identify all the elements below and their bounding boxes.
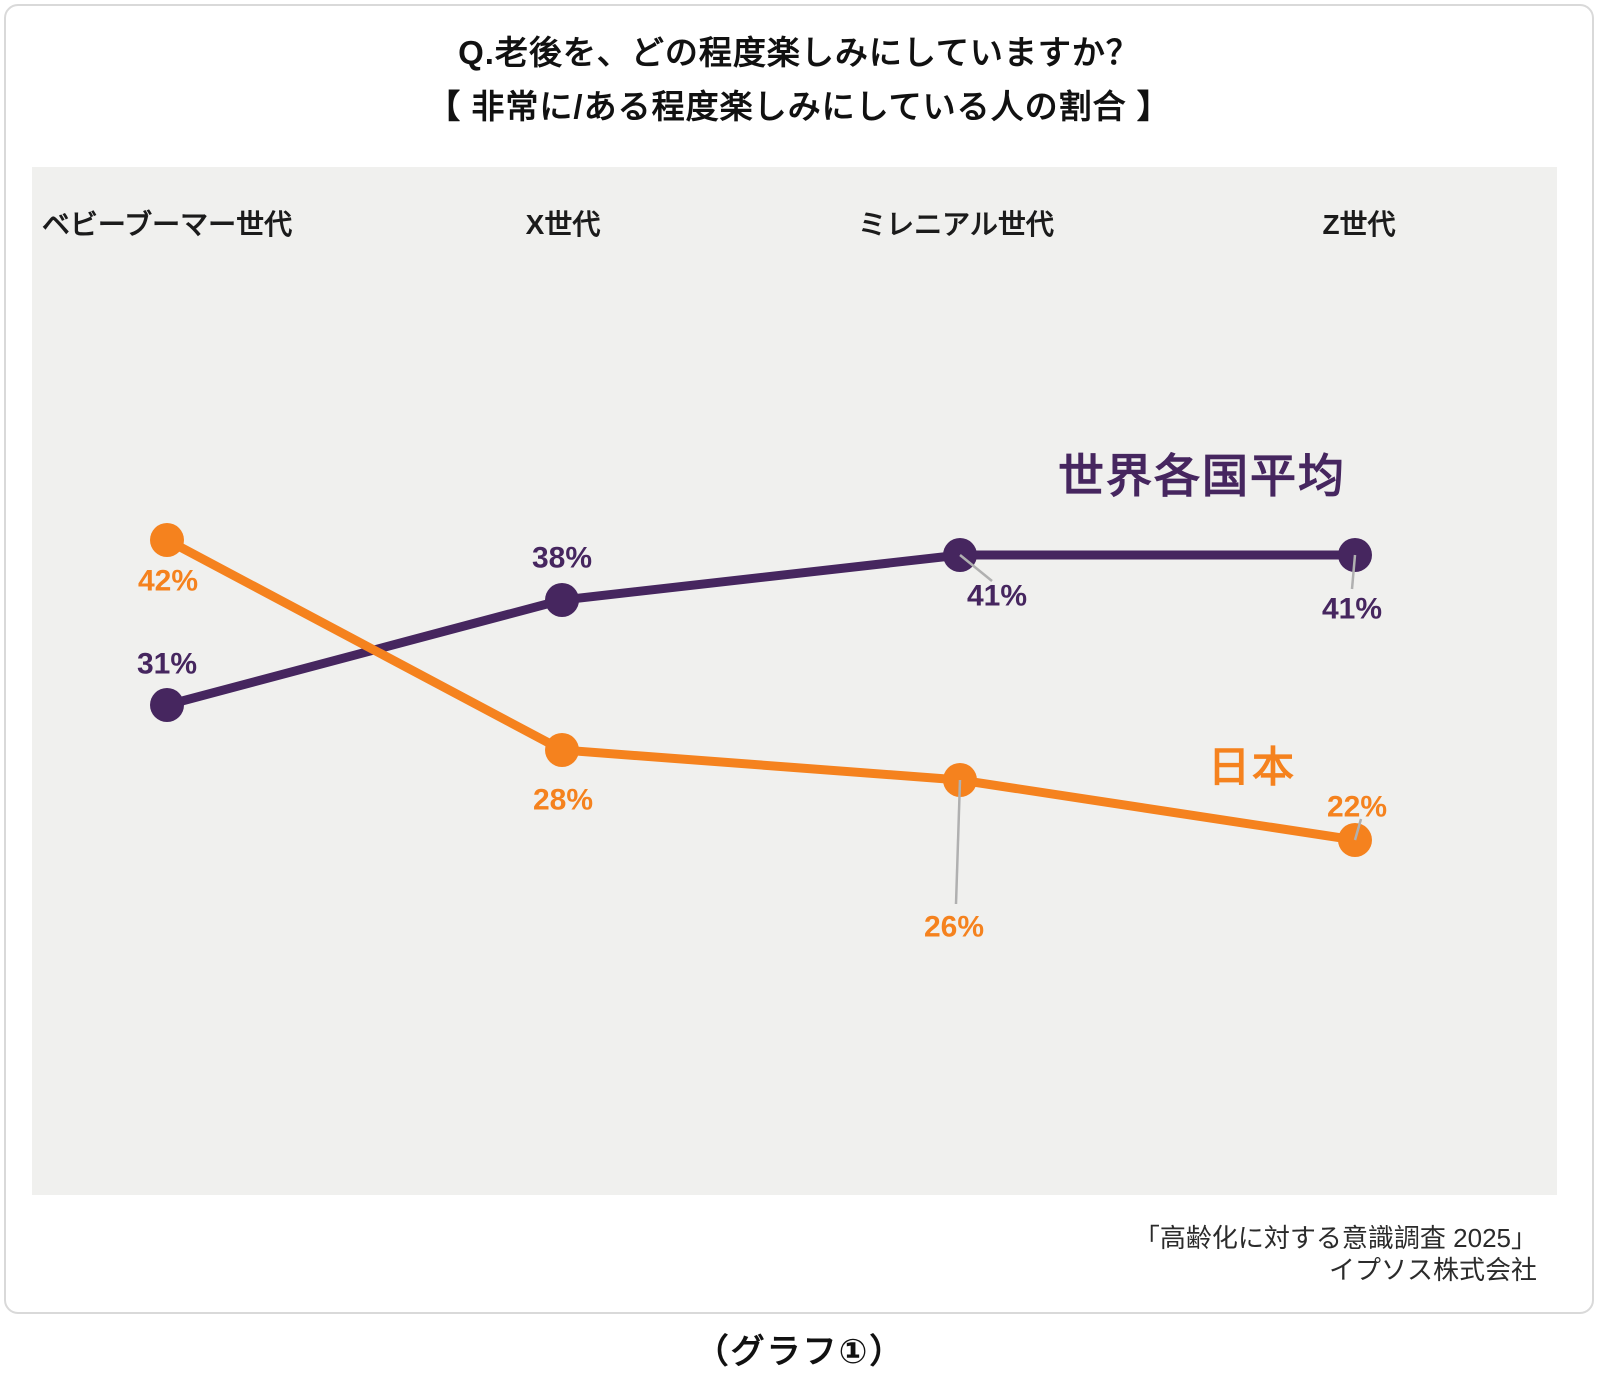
figure-caption: （グラフ①） <box>694 1333 906 1371</box>
value-label: 28% <box>533 784 593 817</box>
chart-canvas: 31% 38% 41% 41% 42% 28% 26% 22% <box>137 523 1387 944</box>
category-label-genx: X世代 <box>525 209 601 240</box>
category-label-millennial: ミレニアル世代 <box>858 209 1054 240</box>
leader-line <box>959 554 993 582</box>
series-label-japan: 日本 <box>1207 743 1297 791</box>
data-point-japan-0 <box>150 523 184 557</box>
chart-question-title: Q.老後を、どの程度楽しみにしていますか？ <box>458 34 1140 71</box>
leader-line <box>1350 554 1357 590</box>
leader-line <box>1353 818 1363 841</box>
value-label: 41% <box>967 580 1027 613</box>
series-label-world-average: 世界各国平均 <box>1058 450 1346 502</box>
source-line-company: イプソス株式会社 <box>1328 1255 1537 1285</box>
source-line-survey: 「高齢化に対する意識調査 2025」 <box>1133 1223 1537 1253</box>
chart-panel: ベビーブーマー世代 X世代 ミレニアル世代 Z世代 31% 38% 41% 41% 42… <box>32 167 1557 1195</box>
chart-header: Q.老後を、どの程度楽しみにしていますか？ 【 非常に/ある程度楽しみにしている… <box>6 36 1592 123</box>
value-label: 31% <box>137 648 197 681</box>
data-point-world-0 <box>150 688 184 722</box>
world-average-line <box>162 550 1360 710</box>
value-label: 41% <box>1322 593 1382 626</box>
leader-line <box>954 779 962 905</box>
outer-frame: Q.老後を、どの程度楽しみにしていますか？ 【 非常に/ある程度楽しみにしている… <box>4 4 1594 1314</box>
japan-line <box>162 535 1360 845</box>
source-attribution: 「高齢化に対する意識調査 2025」 イプソス株式会社 <box>1134 1222 1537 1286</box>
category-label-genz: Z世代 <box>1322 209 1396 240</box>
value-label: 42% <box>138 565 198 598</box>
data-point-world-1 <box>545 583 579 617</box>
data-point-japan-1 <box>545 733 579 767</box>
value-label: 22% <box>1327 791 1387 824</box>
chart-subtitle: 【 非常に/ある程度楽しみにしている人の割合 】 <box>427 88 1171 125</box>
value-label: 38% <box>532 542 592 575</box>
category-label-babyboomer: ベビーブーマー世代 <box>41 209 293 240</box>
value-label: 26% <box>924 911 984 944</box>
